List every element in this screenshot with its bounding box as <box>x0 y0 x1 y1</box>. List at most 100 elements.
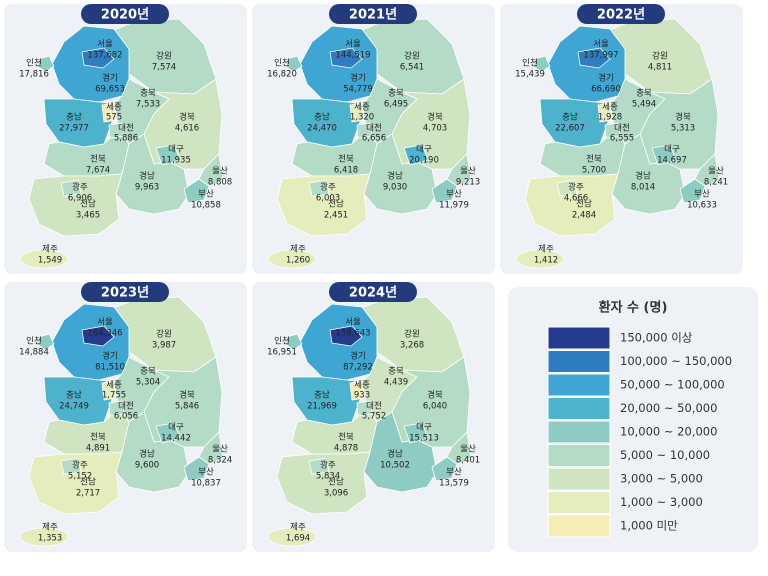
region-shape <box>101 380 117 401</box>
region-value: 8,324 <box>208 456 232 466</box>
region-name: 서울 <box>345 318 361 328</box>
region-name: 울산 <box>460 444 476 455</box>
region-shape <box>285 333 303 351</box>
region-value: 21,969 <box>307 402 337 412</box>
region-shape <box>349 380 365 401</box>
region-value: 137,997 <box>583 51 618 61</box>
region-shape <box>81 47 115 69</box>
region-name: 경남 <box>139 449 155 460</box>
region-name: 경기 <box>102 351 118 362</box>
region-name: 대구 <box>168 145 184 155</box>
region-value: 1,755 <box>102 391 126 401</box>
region-value: 5,834 <box>316 472 340 482</box>
region-shape <box>329 47 363 69</box>
legend-title: 환자 수 (명) <box>599 300 668 316</box>
region-shape <box>198 153 224 187</box>
region-shape <box>577 47 611 69</box>
region-value: 575 <box>106 113 122 123</box>
region-name: 강원 <box>156 329 172 340</box>
region-name: 충남 <box>314 391 330 401</box>
region-shape <box>446 153 472 187</box>
region-value: 1,549 <box>38 256 62 266</box>
region-value: 3,465 <box>76 211 100 221</box>
region-name: 제주 <box>42 523 58 533</box>
region-value: 54,779 <box>343 85 373 95</box>
region-name: 광주 <box>72 182 88 193</box>
region-name: 충북 <box>388 367 404 377</box>
region-name: 경기 <box>350 73 366 84</box>
region-value: 2,451 <box>324 211 348 221</box>
region-name: 세종 <box>602 103 618 113</box>
region-value: 13,579 <box>439 479 469 489</box>
region-value: 10,858 <box>191 201 221 211</box>
region-value: 144,519 <box>335 51 370 61</box>
region-shape <box>515 249 565 269</box>
region-shape <box>694 153 720 187</box>
region-shape <box>431 178 458 204</box>
region-name: 충북 <box>140 89 156 99</box>
region-value: 4,666 <box>564 194 588 204</box>
region-name: 대구 <box>416 423 432 433</box>
region-value: 4,703 <box>423 124 447 134</box>
region-shape <box>276 173 371 237</box>
region-name: 부산 <box>198 189 214 200</box>
region-name: 대전 <box>118 401 134 412</box>
region-name: 강원 <box>652 51 668 62</box>
region-name: 대구 <box>664 145 680 155</box>
region-shape <box>556 179 578 197</box>
region-name: 울산 <box>708 166 724 177</box>
region-value: 5,846 <box>175 402 199 412</box>
region-name: 충북 <box>388 89 404 99</box>
region-name: 전북 <box>338 154 354 165</box>
legend-label: 50,000 ~ 100,000 <box>620 378 725 392</box>
region-shape <box>604 122 621 139</box>
region-value: 10,502 <box>380 461 410 471</box>
region-name: 서울 <box>593 40 609 50</box>
region-shape <box>611 133 686 215</box>
legend-swatch <box>547 444 611 467</box>
region-shape <box>356 400 373 417</box>
region-name: 대전 <box>366 123 382 134</box>
region-name: 전북 <box>90 432 106 443</box>
region-value: 10,837 <box>191 479 221 489</box>
year-label: 2022년 <box>597 8 645 23</box>
year-badge <box>81 4 169 24</box>
year-badge <box>329 282 417 302</box>
legend-label: 10,000 ~ 20,000 <box>620 425 717 439</box>
region-name: 경남 <box>635 171 651 182</box>
region-shape <box>291 376 363 426</box>
region-value: 17,816 <box>19 70 49 80</box>
region-name: 전남 <box>328 477 344 488</box>
region-shape <box>276 451 371 515</box>
year-label: 2023년 <box>101 286 149 301</box>
year-badge <box>329 4 417 24</box>
region-value: 16,951 <box>267 348 297 358</box>
region-value: 3,096 <box>324 489 348 499</box>
region-value: 24,749 <box>59 402 89 412</box>
region-value: 10,633 <box>687 201 717 211</box>
region-name: 울산 <box>212 444 228 455</box>
region-shape <box>37 333 55 351</box>
region-value: 20,190 <box>409 156 439 166</box>
region-value: 14,442 <box>161 434 191 444</box>
region-value: 4,891 <box>86 444 110 454</box>
legend-swatch <box>547 420 611 444</box>
legend-swatch <box>547 491 611 514</box>
region-value: 3,268 <box>400 341 424 351</box>
region-name: 경북 <box>427 112 443 123</box>
region-shape <box>108 122 125 139</box>
region-value: 66,690 <box>591 85 621 95</box>
region-value: 8,401 <box>456 456 480 466</box>
legend-label: 3,000 ~ 5,000 <box>620 472 703 486</box>
region-shape <box>43 98 115 148</box>
year-label: 2024년 <box>349 286 397 301</box>
legend-label: 100,000 ~ 150,000 <box>620 354 732 368</box>
region-name: 부산 <box>198 467 214 478</box>
region-name: 경기 <box>102 73 118 84</box>
region-shape <box>81 325 115 347</box>
region-name: 경남 <box>387 449 403 460</box>
region-value: 6,495 <box>384 100 408 110</box>
region-shape <box>28 451 123 515</box>
